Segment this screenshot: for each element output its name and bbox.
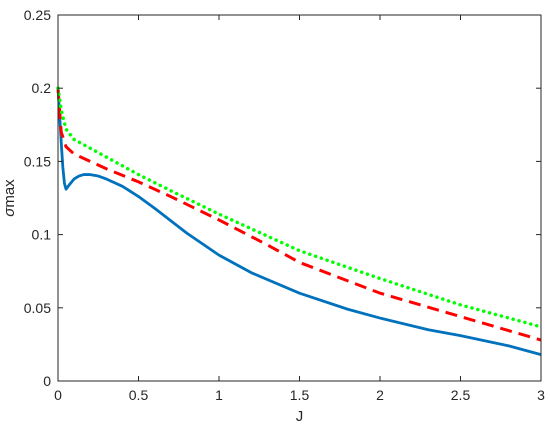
x-tick-label: 0.5 [129,387,149,403]
ticks-group: 0 0.5 1 1.5 2 2.5 3 0 0.05 0.1 0.15 0.2 0.25 [24,7,545,403]
y-axis-label-symbol: σ [1,207,18,217]
x-tick-label: 2 [376,387,384,403]
y-axis-label-text: max [1,179,18,208]
x-tick-label: 3 [537,387,545,403]
x-tick-label: 2.5 [451,387,471,403]
series-line-1-solid [56,88,542,357]
series-line-3-dotted [56,86,543,329]
series-group [56,86,543,357]
x-axis-label: J [296,408,304,425]
y-tick-label: 0.15 [24,153,51,169]
series-line-2-dashed [56,88,542,342]
y-tick-label: 0.25 [24,7,51,23]
y-axis-label: σmax [1,179,18,217]
y-tick-label: 0.2 [32,80,52,96]
y-tick-label: 0 [43,373,51,389]
y-tick-label: 0.05 [24,300,51,316]
x-tick-label: 0 [54,387,62,403]
axes-box [57,14,542,382]
y-tick-label: 0.1 [32,227,52,243]
x-tick-label: 1 [215,387,223,403]
x-tick-label: 1.5 [290,387,310,403]
